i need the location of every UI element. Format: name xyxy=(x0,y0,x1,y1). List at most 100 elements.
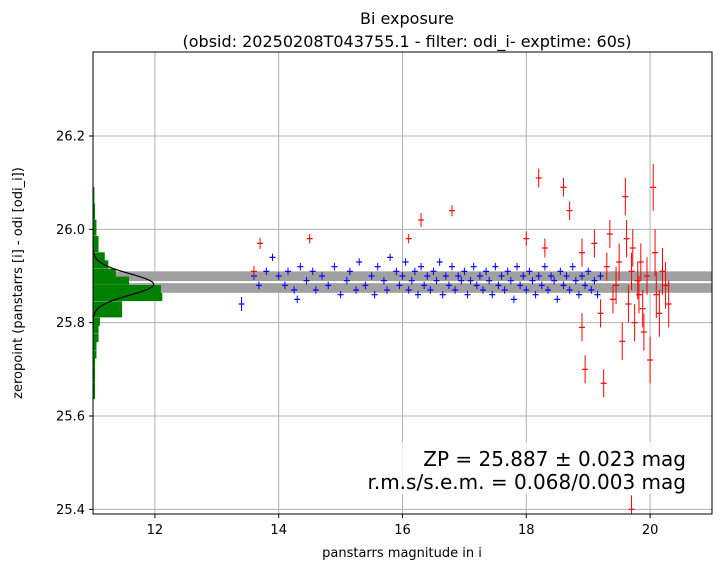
used-star-point xyxy=(483,267,490,276)
histogram-bar xyxy=(93,194,95,204)
used-star-point xyxy=(362,281,369,290)
used-star-point xyxy=(467,276,474,285)
used-star-point xyxy=(579,272,586,280)
used-star-point xyxy=(238,297,245,311)
used-star-point xyxy=(588,286,595,294)
used-star-point xyxy=(569,262,576,271)
x-tick-label: 18 xyxy=(518,523,535,538)
used-star-point xyxy=(309,267,316,276)
histogram-bar xyxy=(93,252,105,261)
used-star-point xyxy=(353,286,360,294)
histogram-bar xyxy=(93,317,100,326)
chart-subtitle: (obsid: 20250208T043755.1 - filter: odi_… xyxy=(183,32,632,52)
used-star-point xyxy=(563,272,570,280)
histogram-bar xyxy=(93,203,96,212)
x-axis-label: panstarrs magnitude in i xyxy=(322,546,482,561)
rejected-star-point xyxy=(541,238,548,258)
histogram-bar xyxy=(93,350,97,359)
used-star-point xyxy=(452,286,459,294)
used-star-point xyxy=(510,295,517,304)
used-star-point xyxy=(504,267,511,276)
rejected-star-point xyxy=(449,205,456,217)
used-star-point xyxy=(281,281,288,290)
rejected-star-point xyxy=(613,266,620,304)
histogram-bar xyxy=(93,301,123,310)
used-star-point xyxy=(529,276,536,285)
used-star-point xyxy=(294,295,301,304)
rejected-star-point xyxy=(634,262,641,300)
rejected-star-point xyxy=(647,336,654,384)
used-star-point xyxy=(554,295,561,304)
y-tick-label: 25.8 xyxy=(56,316,85,331)
used-star-point xyxy=(458,276,465,285)
used-star-point xyxy=(495,281,502,290)
used-star-point xyxy=(514,262,521,271)
rejected-star-point xyxy=(653,271,660,318)
rejected-star-point xyxy=(566,201,573,220)
used-star-point xyxy=(507,276,514,285)
y-tick-label: 26.0 xyxy=(56,223,85,238)
histogram-bar xyxy=(93,292,163,302)
used-star-point xyxy=(325,281,332,290)
used-star-point xyxy=(399,272,406,280)
histogram-bar xyxy=(93,341,97,351)
used-star-point xyxy=(275,272,282,280)
used-star-point xyxy=(405,286,412,294)
histogram-bar xyxy=(93,219,97,228)
rejected-star-point xyxy=(609,285,616,314)
y-tick-label: 25.4 xyxy=(56,503,85,518)
used-star-point xyxy=(470,262,477,271)
rejected-star-point xyxy=(644,257,651,295)
used-star-point xyxy=(408,276,415,285)
x-tick-label: 14 xyxy=(270,523,287,538)
used-star-point xyxy=(356,258,363,266)
used-star-point xyxy=(284,267,291,276)
used-star-point xyxy=(535,272,542,280)
used-star-point xyxy=(297,262,304,271)
histogram-bar xyxy=(93,243,99,253)
used-star-point xyxy=(380,276,387,285)
rejected-star-point xyxy=(591,229,598,258)
rms-annotation: r.m.s/s.e.m. = 0.068/0.003 mag xyxy=(367,470,686,494)
histogram-bar xyxy=(93,325,99,334)
y-axis-ticks: 25.4 25.6 25.8 26.0 26.2 xyxy=(56,130,93,518)
used-star-point xyxy=(532,290,539,299)
used-star-point xyxy=(501,286,508,294)
used-star-point xyxy=(455,272,462,280)
used-star-point xyxy=(433,276,440,285)
x-tick-label: 20 xyxy=(642,523,659,538)
histogram-bar xyxy=(93,309,123,318)
used-star-point xyxy=(557,267,564,276)
histogram-bar xyxy=(93,276,130,285)
used-star-point xyxy=(402,258,409,266)
y-tick-label: 25.6 xyxy=(56,410,85,425)
histogram-bar xyxy=(93,284,161,294)
used-star-point xyxy=(526,267,533,276)
used-star-point xyxy=(479,286,486,294)
rejected-star-point xyxy=(625,285,632,323)
used-star-point xyxy=(303,276,310,285)
used-star-point xyxy=(566,286,573,294)
rejected-star-point xyxy=(628,252,635,290)
used-star-point xyxy=(548,272,555,280)
histogram-bar xyxy=(93,358,96,367)
y-tick-label: 26.2 xyxy=(56,130,85,145)
rejected-star-point xyxy=(250,265,257,277)
histogram-bar xyxy=(93,268,116,277)
rejected-star-point xyxy=(560,178,567,197)
used-star-point xyxy=(312,286,319,294)
rejected-star-point xyxy=(606,220,613,248)
used-star-point xyxy=(414,290,421,299)
used-star-point xyxy=(374,262,381,271)
used-star-point xyxy=(430,267,437,276)
used-star-point xyxy=(572,276,579,285)
used-star-point xyxy=(396,281,403,290)
used-star-point xyxy=(411,267,418,276)
rejected-star-point xyxy=(635,276,642,314)
histogram-bar xyxy=(93,366,96,375)
used-star-point xyxy=(421,281,428,290)
rejected-star-point xyxy=(306,234,313,244)
y-axis-label: zeropoint (panstarrs [i] - odi [odi_i]) xyxy=(11,167,26,399)
rejected-star-point xyxy=(652,229,659,276)
rejected-star-point xyxy=(622,178,629,216)
